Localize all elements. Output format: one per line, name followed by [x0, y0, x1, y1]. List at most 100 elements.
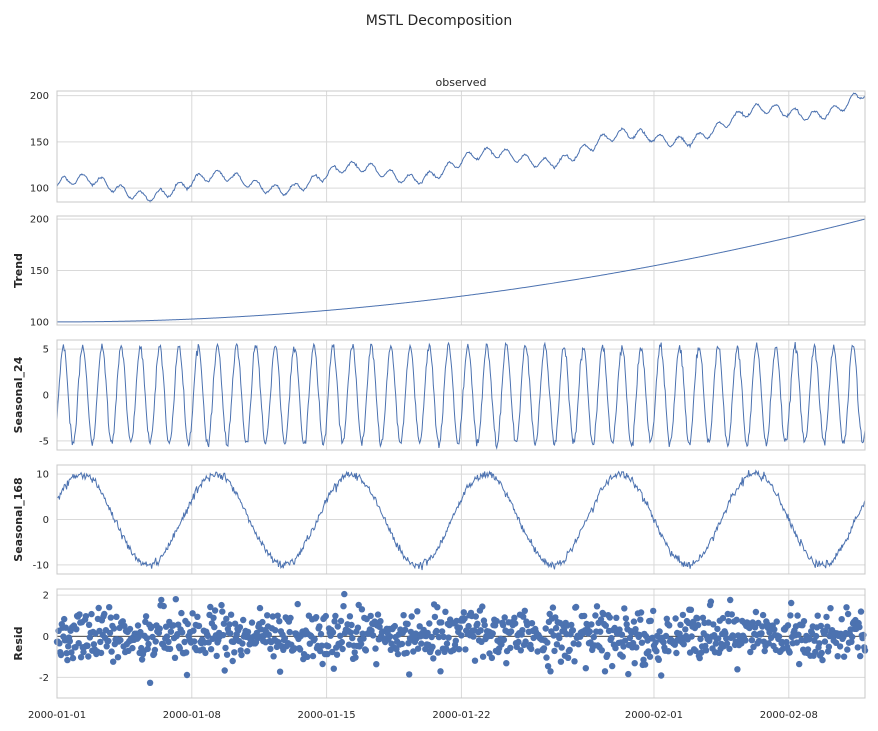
resid-point	[470, 633, 477, 640]
resid-point	[727, 596, 734, 604]
resid-point	[566, 646, 573, 654]
resid-point	[710, 621, 717, 628]
resid-point	[854, 644, 861, 651]
resid-point	[609, 662, 616, 670]
resid-point	[362, 647, 370, 654]
y-axis-label: Resid	[12, 626, 25, 660]
resid-point	[62, 624, 69, 631]
resid-point	[461, 615, 468, 622]
resid-point	[773, 618, 780, 625]
resid-point	[330, 665, 337, 672]
resid-point	[213, 652, 220, 660]
resid-point	[121, 622, 128, 630]
resid-point	[160, 602, 167, 610]
resid-point	[723, 635, 730, 642]
resid-point	[856, 623, 863, 631]
resid-point	[142, 613, 150, 620]
resid-point	[347, 629, 354, 636]
panel-frame	[56, 339, 866, 451]
resid-point	[143, 635, 151, 642]
resid-point	[281, 635, 289, 642]
resid-point	[834, 653, 841, 660]
resid-point	[493, 617, 500, 625]
resid-point	[166, 645, 174, 653]
resid-point	[329, 629, 337, 636]
resid-point	[637, 616, 644, 623]
resid-point	[73, 626, 80, 633]
resid-point	[783, 638, 790, 646]
resid-point	[687, 606, 695, 613]
resid-point	[707, 598, 715, 605]
resid-point	[544, 639, 551, 646]
resid-point	[286, 628, 293, 636]
resid-point	[456, 624, 463, 631]
resid-point	[575, 641, 582, 648]
resid-point	[556, 634, 563, 642]
resid-point	[438, 628, 446, 635]
resid-point	[304, 653, 311, 660]
resid-point	[775, 633, 783, 640]
y-tick-label: 0	[43, 391, 49, 402]
panel-trend: 100 150 200 Trend	[12, 215, 866, 328]
resid-point	[528, 620, 536, 627]
resid-point	[632, 626, 639, 633]
resid-point	[340, 603, 347, 610]
resid-point	[438, 619, 445, 626]
resid-point	[322, 612, 329, 620]
resid-point	[570, 640, 577, 647]
resid-point	[812, 632, 820, 640]
resid-point	[593, 603, 601, 610]
resid-point	[404, 620, 411, 628]
resid-point	[462, 646, 469, 653]
resid-point	[57, 651, 65, 659]
resid-point	[569, 627, 577, 634]
resid-point	[838, 616, 845, 623]
resid-point	[503, 660, 510, 667]
resid-point	[376, 623, 383, 630]
resid-point	[616, 626, 623, 633]
resid-point	[354, 624, 362, 631]
resid-point	[146, 679, 154, 686]
resid-point	[827, 605, 834, 612]
resid-point	[583, 620, 590, 628]
resid-point	[151, 646, 159, 654]
resid-point	[116, 624, 123, 632]
resid-point	[105, 637, 112, 645]
resid-point	[349, 634, 356, 642]
y-tick-label: -2	[39, 673, 49, 684]
y-tick-label: 150	[30, 137, 49, 148]
resid-point	[318, 642, 325, 649]
resid-point	[76, 611, 83, 618]
resid-point	[97, 649, 105, 657]
resid-point	[608, 634, 615, 642]
y-tick-label: 2	[43, 591, 49, 602]
resid-point	[821, 638, 829, 645]
resid-point	[351, 649, 358, 656]
resid-point	[660, 639, 667, 646]
resid-point	[728, 611, 735, 618]
resid-point	[515, 638, 522, 646]
resid-point	[742, 637, 749, 644]
resid-point	[374, 611, 382, 618]
resid-point	[434, 604, 441, 611]
resid-point	[75, 640, 82, 647]
resid-point	[163, 633, 171, 640]
resid-point	[551, 647, 558, 655]
resid-point	[329, 648, 336, 656]
y-tick-label: -10	[33, 560, 49, 571]
y-tick-label: 200	[30, 91, 49, 102]
resid-point	[244, 648, 251, 655]
resid-point	[435, 633, 443, 641]
resid-point	[65, 643, 72, 650]
resid-point	[220, 620, 228, 627]
resid-point	[394, 650, 402, 658]
resid-point	[348, 621, 355, 629]
resid-point	[107, 614, 115, 621]
resid-point	[377, 618, 384, 625]
resid-point	[148, 623, 155, 630]
resid-point	[219, 608, 226, 615]
resid-point	[787, 612, 794, 619]
resid-point	[386, 633, 394, 640]
resid-points	[53, 590, 869, 686]
resid-point	[167, 628, 175, 635]
